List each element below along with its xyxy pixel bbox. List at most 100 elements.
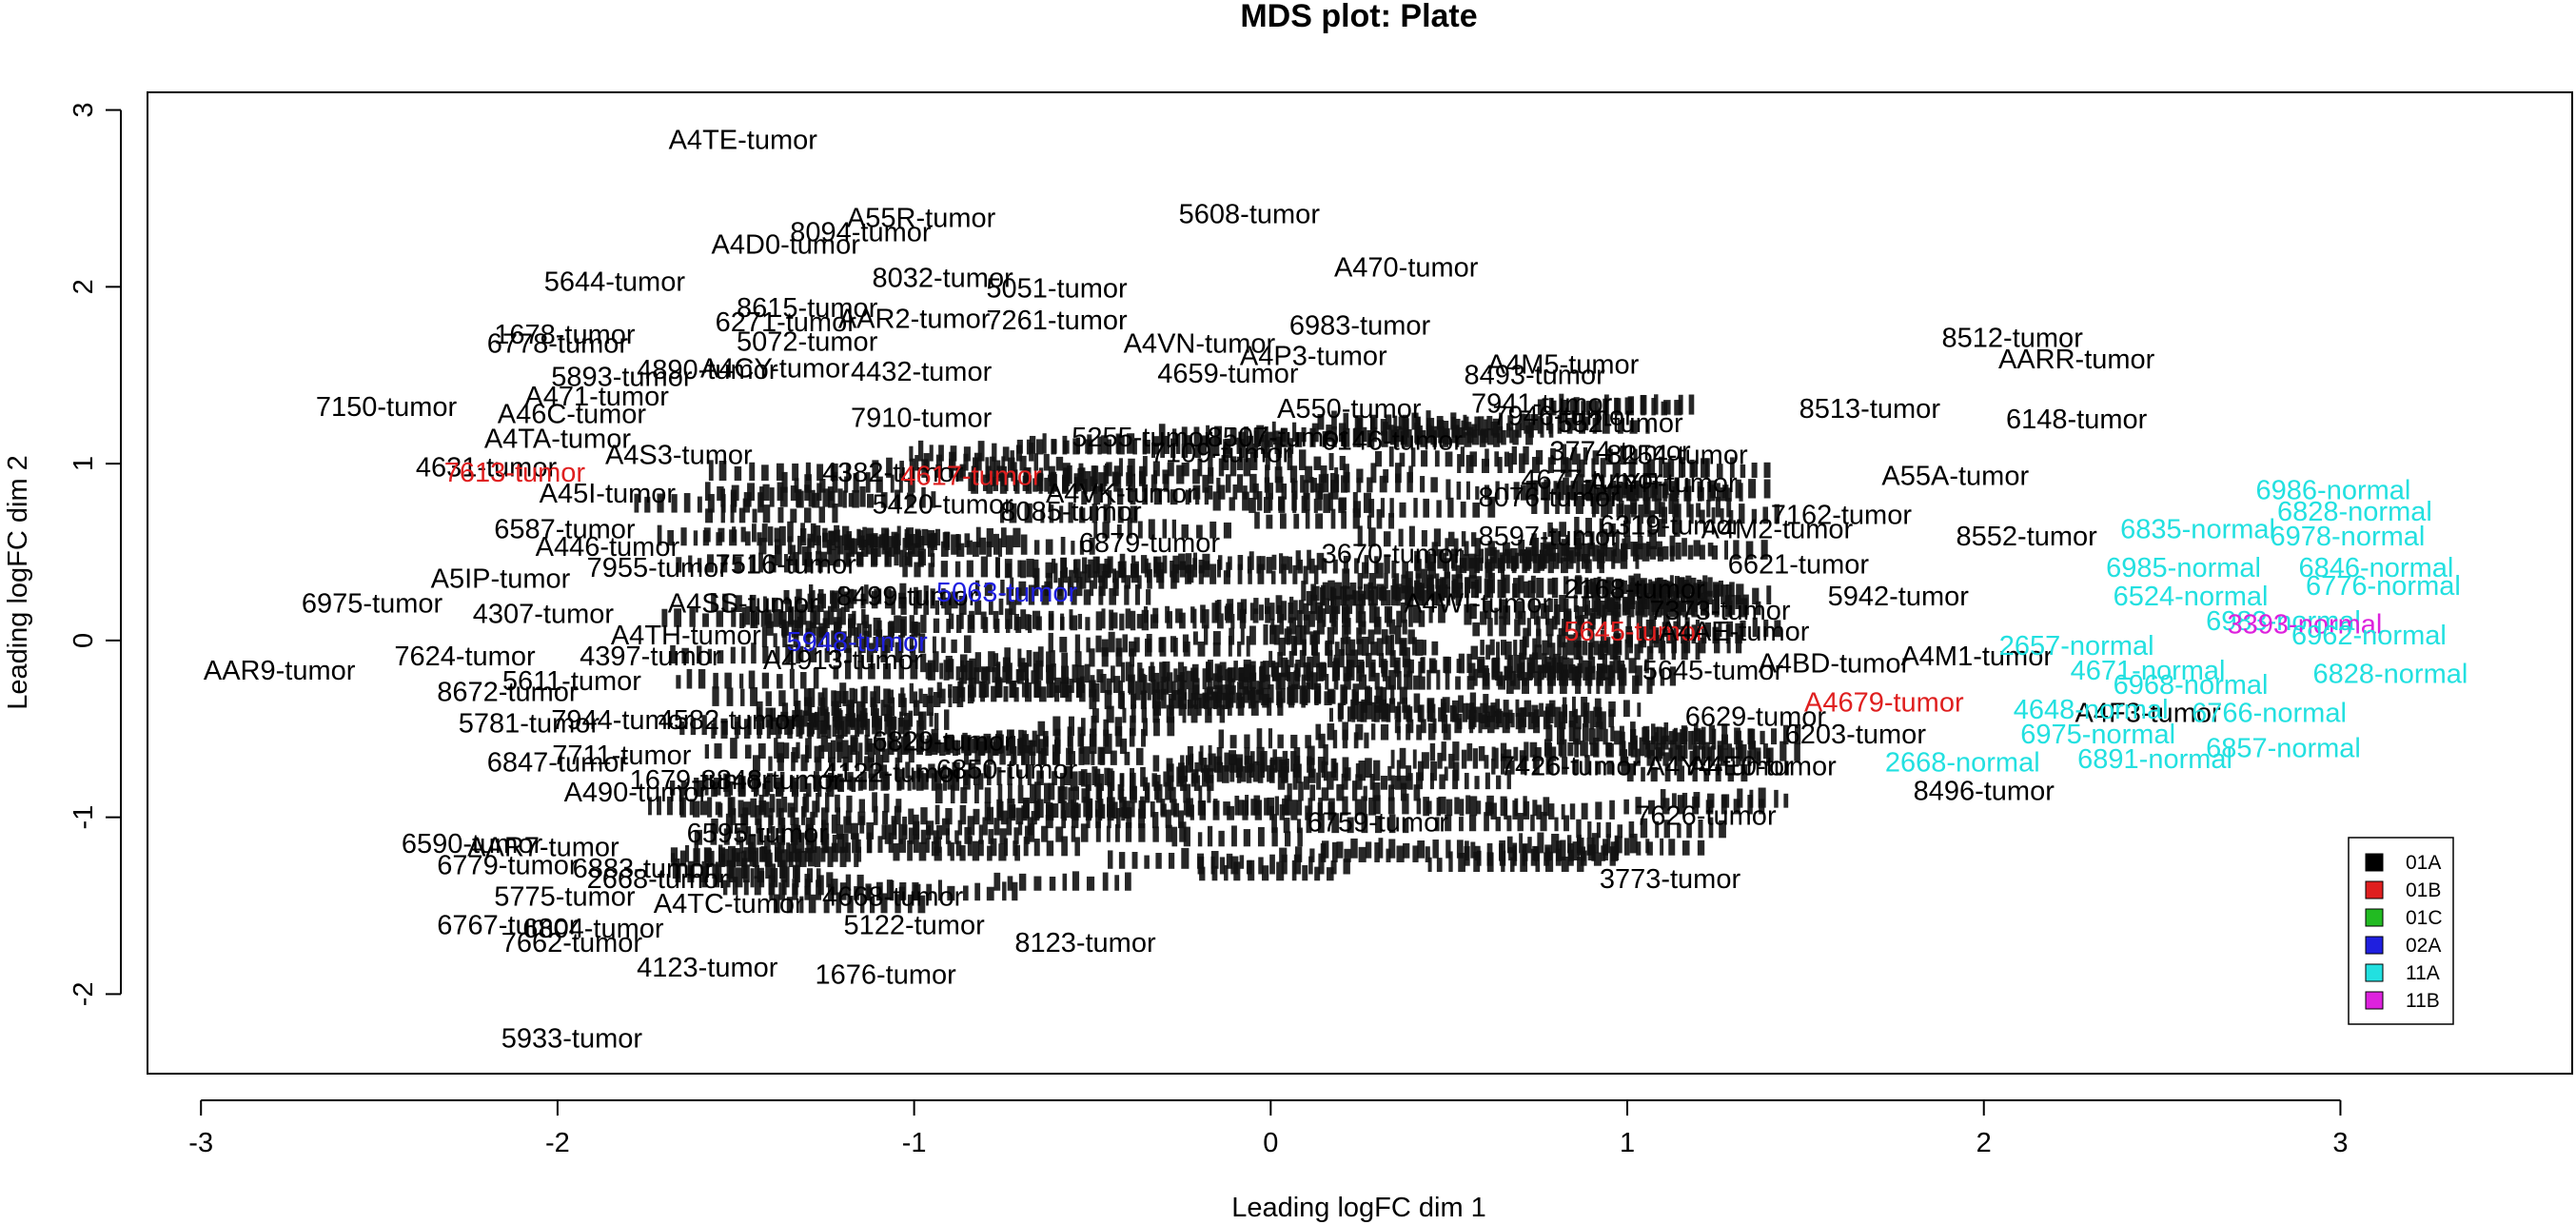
cluster-label-glyph [807,528,947,548]
sample-label: A4TC-tumor [654,889,804,919]
sample-label: A4F3-tumor [2075,699,2221,729]
sample-label: 4432-tumor [851,357,993,387]
sample-label: 4677-tumor [1521,464,1662,495]
cluster-label-glyph [882,804,1037,825]
sample-label: 8672-tumor [437,677,579,707]
cluster-label-glyph [704,482,834,502]
sample-label: 5645-tumor [1642,656,1784,686]
sample-label: 5072-tumor [737,326,878,357]
sample-label: 4582-tumor [659,705,800,736]
sample-label: 3773-tumor [1600,864,1741,895]
sample-label: 6778-tumor [487,328,629,359]
legend-swatch [2365,853,2384,872]
sample-label: 5420-tumor [872,489,1013,520]
x-tick-label: 0 [1263,1128,1278,1158]
sample-label: 4123-tumor [637,953,778,983]
sample-label: 4890-tumor [637,355,778,385]
cluster-label-glyph [761,626,895,648]
sample-label: 5781-tumor [459,709,600,740]
cluster-label-glyph [711,813,865,834]
sample-label: A4CY-tumor [700,353,850,384]
sample-label: 7944-tumor [551,705,693,736]
cluster-label-glyph [981,662,1115,683]
cluster-label-glyph [1464,409,1602,431]
cluster-label-glyph [1317,410,1467,430]
sample-label: 6975-tumor [302,588,443,619]
cluster-label-glyph [993,646,1135,667]
cluster-label-glyph [1564,456,1710,478]
cluster-label-glyph [798,832,942,853]
sample-label: 8507-tumor [1208,423,1349,453]
cluster-label-glyph [961,681,1100,702]
cluster-label-glyph [1576,639,1701,661]
y-axis-label: Leading logFC dim 2 [3,455,33,710]
sample-label: A4M5-tumor [1487,350,1640,381]
sample-label: 5942-tumor [1828,582,1970,612]
cluster-label-glyph [1234,795,1377,816]
legend: 01A 01B 01C 02A 11A 11B [2348,837,2454,1025]
sample-label: 6968-normal [2114,670,2269,701]
cluster-label-glyph [1660,787,1789,808]
legend-label: 01B [2406,879,2441,901]
x-axis: -3 -2 -1 0 1 2 3 [188,1099,2349,1158]
cluster-label-glyph [1585,480,1727,502]
sample-label: 8496-tumor [1914,776,2055,806]
cluster-label-glyph [1185,563,1319,584]
cluster-label-glyph [1270,614,1407,635]
cluster-label-glyph [1423,796,1550,817]
sample-label: A4TE-tumor [669,126,818,156]
x-tick-label: 2 [1976,1128,1992,1158]
sample-label: 6271-tumor [716,307,857,338]
sample-label: 3670-tumor [1322,539,1464,569]
sample-label: 4397-tumor [580,642,721,672]
sample-label: 7946-tumor [1492,401,1634,431]
chart-title: MDS plot: Plate [1240,0,1477,34]
sample-label: AAR9-tumor [204,656,356,686]
sample-label: 5645-tumor [1563,617,1705,647]
cluster-label-glyph [1445,479,1589,500]
cluster-label-glyph [1544,736,1665,757]
sample-label: A55R-tumor [847,203,996,233]
cluster-label-glyph [868,757,991,779]
sample-label: 4671-normal [2071,656,2226,686]
sample-label: 7516-tumor [716,550,857,581]
cluster-label-glyph [1067,463,1214,484]
sample-label: 6883-tumor [573,854,715,884]
sample-label: 6850-tumor [936,755,1078,785]
sample-label: A4SS-tumor [668,588,818,619]
cluster-label-glyph [1093,517,1231,539]
cluster-label-glyph [1401,572,1536,594]
legend-label: 02A [2406,935,2441,957]
cluster-label-glyph [1033,567,1177,589]
cluster-label-glyph [1491,753,1629,775]
legend-label: 11B [2406,990,2440,1012]
sample-label: A4AE-tumor [1659,617,1809,647]
sample-label: A4E0-tumor [1689,751,1837,781]
cluster-label-glyph [777,713,905,735]
cluster-label-glyph [1287,682,1407,704]
sample-label: 4631-tumor [416,452,558,483]
sample-label: A470-tumor [1334,252,1479,283]
sample-label: A471-tumor [524,382,669,412]
sample-label: 6595-tumor [687,819,829,849]
cluster-label-glyph [1254,508,1395,529]
sample-label: 7261-tumor [986,306,1128,336]
cluster-label-glyph [1353,496,1496,518]
sample-label: 6975-normal [2020,720,2175,750]
sample-label: 2668-normal [1885,748,2040,779]
tumor-label-cluster [634,393,1801,914]
sample-label: 7662-tumor [501,928,643,958]
sample-label: 6879-tumor [1079,528,1221,559]
sample-label: 8032-tumor [872,264,1013,294]
y-tick-label: -1 [69,805,99,830]
cluster-label-glyph [1524,413,1650,434]
sample-label: 5775-tumor [494,882,636,913]
sample-label: 5122-tumor [843,910,985,940]
cluster-label-glyph [1626,761,1748,782]
sample-label: 6767-tumor [437,910,579,940]
cluster-label-glyph [1322,838,1476,859]
cluster-label-glyph [1576,817,1726,839]
sample-label: A4913-tumor [763,645,923,676]
sample-label: 7624-tumor [394,642,536,672]
sample-label: 8499-tumor [836,582,978,612]
